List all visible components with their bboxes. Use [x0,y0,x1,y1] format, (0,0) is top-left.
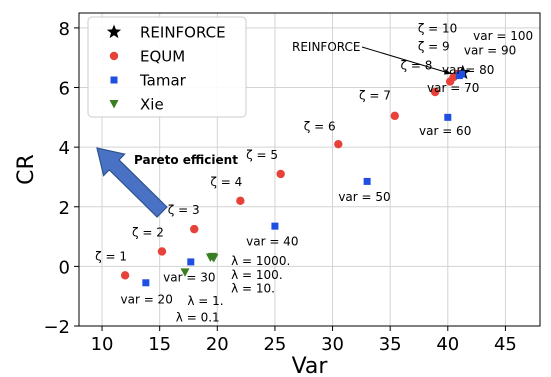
point-annotation: ζ = 10 [418,21,457,35]
point-annotation: var = 60 [419,124,471,138]
tamar-point [142,279,150,287]
x-tick-label: 45 [494,334,517,355]
y-axis-title: CR [14,154,39,185]
y-tick-label: 6 [59,79,70,100]
point-annotation: var = 50 [338,190,390,204]
xie-point [209,254,219,263]
tamar-point [187,258,195,266]
point-annotation: var = 100 [473,29,533,43]
x-axis-title: Var [292,354,329,377]
y-tick-label: 0 [59,257,70,278]
equm-point [334,139,343,149]
x-tick-label: 15 [148,334,171,355]
y-tick-label: 2 [59,198,70,219]
tamar-point [444,113,452,121]
point-annotation: ζ = 4 [210,175,242,189]
point-annotation: ζ = 6 [304,120,336,134]
x-tick-label: 10 [91,334,114,355]
x-tick-label: 40 [436,334,459,355]
point-annotation: ζ = 8 [401,59,433,73]
reinforce-annotation-arrow [361,46,452,75]
point-annotation: var = 80 [442,63,494,77]
tamar-point [458,70,466,78]
y-tick-label: −2 [43,317,70,338]
point-annotation: var = 20 [120,293,172,307]
point-annotation: λ = 10. [231,282,275,296]
reinforce-annotation-label: REINFORCE [292,40,360,54]
x-tick-label: 30 [321,334,344,355]
equm-point [120,271,130,280]
legend-label: Tamar [139,72,187,90]
point-annotation: ζ = 7 [359,88,391,102]
point-annotation: ζ = 1 [95,249,127,263]
point-annotation: λ = 0.1 [176,311,220,325]
y-tick-label: 8 [59,19,70,40]
legend-label: EQUM [140,48,185,66]
point-annotation: ζ = 9 [418,39,450,53]
xie-point [180,268,190,277]
legend-marker-tamar [110,76,118,84]
pareto-label: Pareto efficient [134,153,238,167]
equm-point [390,111,399,121]
plot-frame [78,12,541,327]
x-tick-label: 25 [263,334,286,355]
point-annotation: ζ = 3 [168,203,200,217]
tamar-point [363,177,371,185]
equm-point [190,224,199,234]
x-tick-label: 20 [206,334,229,355]
point-annotation: λ = 1. [187,294,223,308]
point-annotation: ζ = 2 [132,226,164,240]
equm-point [430,87,440,97]
equm-point [236,196,245,205]
point-annotation: λ = 100. [231,268,283,282]
y-tick-label: 4 [59,138,70,159]
equm-point [276,169,285,179]
point-annotation: ζ = 5 [246,148,278,162]
legend-marker-reinforce [106,24,122,39]
point-annotation: var = 70 [427,81,479,95]
pareto-arrow [96,147,168,218]
tamar-point [271,222,279,230]
legend-label: Xie [140,96,164,114]
x-tick-label: 35 [379,334,402,355]
legend-marker-xie [109,100,119,109]
legend-box [87,16,247,118]
equm-point [157,247,167,256]
point-annotation: λ = 1000. [231,254,290,268]
legend-marker-equm [109,51,119,61]
point-annotation: var = 40 [246,235,298,249]
point-annotation: var = 90 [464,44,516,58]
legend-label: REINFORCE [140,24,226,42]
point-annotation: var = 30 [163,270,215,284]
